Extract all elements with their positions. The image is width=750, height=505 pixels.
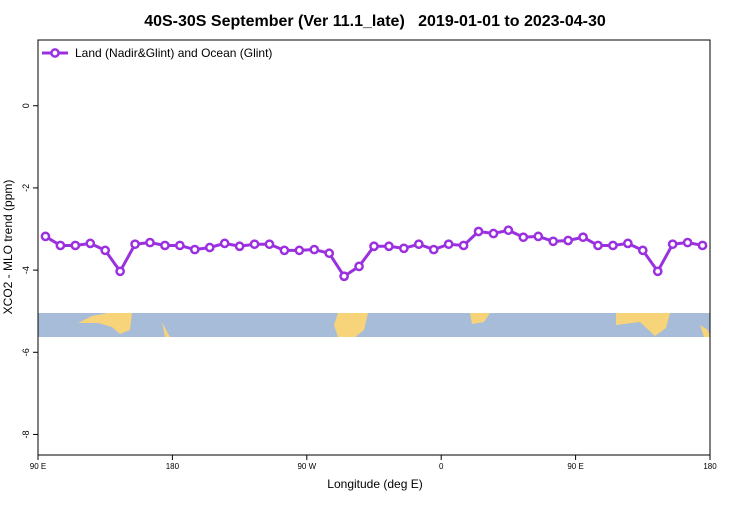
legend-marker <box>50 48 60 58</box>
x-tick-label: 0 <box>439 462 444 471</box>
data-point <box>115 266 125 277</box>
data-point <box>443 239 454 250</box>
data-point <box>145 237 155 248</box>
data-point <box>264 239 275 250</box>
x-axis-label: Longitude (deg E) <box>327 477 422 491</box>
x-tick-label: 90 W <box>297 462 316 471</box>
y-tick-label: -8 <box>21 430 31 438</box>
data-point <box>503 225 514 236</box>
y-axis-label: XCO2 - MLO trend (ppm) <box>1 180 15 315</box>
data-point <box>533 231 544 242</box>
y-tick-label: -4 <box>21 266 31 274</box>
data-point <box>413 239 424 250</box>
data-point <box>488 228 499 239</box>
data-point <box>294 245 305 256</box>
data-point <box>458 240 469 251</box>
data-point <box>369 241 379 252</box>
data-point <box>130 239 140 250</box>
y-tick-label: -2 <box>21 184 31 192</box>
data-point <box>428 244 439 255</box>
data-point <box>473 226 484 237</box>
data-point <box>563 235 573 246</box>
data-point <box>249 239 260 250</box>
legend-label: Land (Nadir&Glint) and Ocean (Glint) <box>75 46 272 60</box>
data-point <box>219 238 230 249</box>
y-tick-label: 0 <box>21 103 31 108</box>
x-tick-label: 180 <box>166 462 180 471</box>
data-point <box>279 245 290 256</box>
data-point <box>384 241 394 252</box>
data-point <box>70 240 81 251</box>
data-point <box>637 245 648 256</box>
data-point <box>548 236 559 247</box>
plot-frame <box>37 39 711 456</box>
data-point <box>324 248 335 259</box>
data-point <box>667 239 678 250</box>
data-point <box>339 271 349 282</box>
data-point <box>399 243 409 254</box>
y-tick-label: -6 <box>21 348 31 356</box>
x-tick-label: 90 E <box>30 462 46 471</box>
data-point <box>608 240 618 251</box>
data-point <box>189 244 200 255</box>
data-point <box>55 240 66 251</box>
x-tick-label: 180 <box>703 462 717 471</box>
x-tick-label: 90 E <box>567 462 583 471</box>
data-point <box>682 237 693 248</box>
data-point <box>578 232 588 243</box>
data-point <box>160 240 170 251</box>
data-point <box>697 240 708 251</box>
data-point <box>309 244 320 255</box>
data-point <box>234 241 245 252</box>
data-point <box>623 238 633 249</box>
data-point <box>85 238 96 249</box>
series-line <box>44 228 703 279</box>
data-point <box>100 245 111 256</box>
data-point <box>652 266 663 277</box>
chart-title: 40S-30S September (Ver 11.1_late) 2019-0… <box>144 13 606 30</box>
data-point <box>593 240 603 251</box>
data-point <box>40 231 51 242</box>
data-point <box>175 240 185 251</box>
map-strip <box>38 313 710 337</box>
data-point <box>518 232 529 243</box>
data-point <box>204 242 215 253</box>
data-point <box>354 261 364 272</box>
